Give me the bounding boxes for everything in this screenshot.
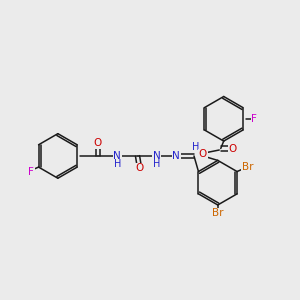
Text: F: F [251,114,257,124]
Text: F: F [28,167,34,176]
Text: O: O [135,164,143,173]
Text: N: N [113,151,121,161]
Text: O: O [199,149,207,160]
Text: O: O [94,139,102,148]
Text: N: N [172,151,180,161]
Text: Br: Br [212,208,224,218]
Text: Br: Br [242,162,253,172]
Text: H: H [192,142,199,152]
Text: H: H [153,159,160,169]
Text: H: H [114,159,121,169]
Text: O: O [229,143,237,154]
Text: N: N [153,151,161,161]
